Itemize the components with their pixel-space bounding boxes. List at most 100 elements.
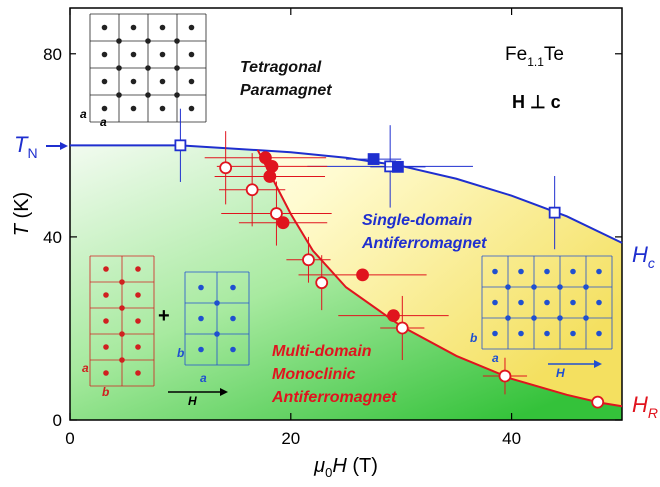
lattice-atom	[145, 65, 151, 71]
x-tick-label: 20	[281, 429, 300, 448]
lattice-atom	[131, 106, 137, 112]
lattice-atom	[557, 315, 563, 321]
phase-label: Monoclinic	[272, 366, 356, 383]
data-point	[550, 208, 560, 218]
lattice-atom	[583, 315, 589, 321]
phase-label: Single-domain	[362, 212, 472, 229]
lattice-atom	[102, 25, 108, 31]
tn-label: TN	[14, 132, 38, 161]
x-label-part: H	[332, 455, 347, 477]
y-tick-label: 0	[53, 411, 62, 430]
data-point	[220, 162, 231, 173]
lattice-atom	[119, 305, 125, 311]
lattice-atom	[160, 106, 166, 112]
inset-label: a	[100, 115, 107, 129]
phase-label: Antiferromagnet	[271, 389, 397, 406]
lattice-atom	[531, 315, 537, 321]
phase-label: Tetragonal	[240, 59, 322, 76]
x-axis-label: μ0H (T)	[313, 455, 378, 480]
x-tick-label: 40	[502, 429, 521, 448]
lattice-atom	[492, 331, 498, 337]
lattice-atom	[102, 79, 108, 85]
lattice-atom	[198, 347, 204, 353]
inset-label: a	[200, 371, 207, 385]
lattice-atom	[198, 316, 204, 322]
data-point	[499, 371, 510, 382]
lattice-atom	[230, 347, 236, 353]
lattice-atom	[119, 357, 125, 363]
lattice-atom	[544, 269, 550, 275]
lattice-atom	[570, 331, 576, 337]
phase-label: Multi-domain	[272, 343, 372, 360]
lattice-atom	[189, 52, 195, 58]
lattice-atom	[557, 284, 563, 290]
lattice-atom	[570, 269, 576, 275]
lattice-atom	[131, 79, 137, 85]
x-label-part: μ	[313, 455, 325, 477]
lattice-atom	[214, 300, 220, 306]
data-point	[393, 162, 403, 172]
lattice-atom	[518, 269, 524, 275]
lattice-atom	[198, 285, 204, 291]
lattice-atom	[189, 106, 195, 112]
y-axis-label: T (K)	[11, 192, 33, 236]
lattice-atom	[102, 52, 108, 58]
lattice-atom	[544, 331, 550, 337]
lattice-atom	[174, 65, 180, 71]
orientation: H ⊥ c	[512, 92, 561, 112]
lattice-atom	[119, 331, 125, 337]
hc-sub: c	[648, 255, 655, 271]
hr-main: H	[632, 392, 648, 417]
tn-arrow-head	[60, 142, 68, 150]
y-tick-label: 40	[43, 228, 62, 247]
data-point	[388, 310, 399, 321]
lattice-atom	[505, 315, 511, 321]
data-point	[369, 154, 379, 164]
formula-sub: 1.1	[527, 55, 544, 69]
lattice-atom	[570, 300, 576, 306]
inset-label: b	[470, 331, 477, 345]
hr-sub: R	[648, 405, 658, 421]
lattice-atom	[103, 292, 109, 298]
lattice-atom	[174, 38, 180, 44]
phase-label: Paramagnet	[240, 82, 332, 99]
inset-label: b	[102, 385, 109, 399]
lattice-atom	[230, 316, 236, 322]
data-point	[397, 322, 408, 333]
lattice-atom	[145, 92, 151, 98]
lattice-atom	[103, 318, 109, 324]
hr-label: HR	[632, 392, 658, 421]
lattice-atom	[119, 279, 125, 285]
data-point	[175, 140, 185, 150]
inset-label: +	[158, 305, 170, 327]
lattice-atom	[544, 300, 550, 306]
lattice-atom	[492, 269, 498, 275]
formula-part: Te	[544, 44, 564, 65]
lattice-atom	[189, 79, 195, 85]
lattice-atom	[116, 38, 122, 44]
phase-label: Antiferromagnet	[361, 235, 487, 252]
lattice-atom	[174, 92, 180, 98]
inset-label: b	[177, 346, 184, 360]
inset-label: a	[492, 351, 499, 365]
y-tick-label: 80	[43, 45, 62, 64]
data-point	[267, 161, 278, 172]
lattice-atom	[596, 331, 602, 337]
lattice-atom	[505, 284, 511, 290]
x-tick-label: 0	[65, 429, 74, 448]
data-point	[316, 277, 327, 288]
lattice-atom	[131, 25, 137, 31]
lattice-atom	[492, 300, 498, 306]
lattice-atom	[214, 331, 220, 337]
formula-part: Fe	[505, 44, 527, 65]
lattice-atom	[102, 106, 108, 112]
lattice-atom	[145, 38, 151, 44]
lattice-atom	[103, 344, 109, 350]
lattice-atom	[160, 52, 166, 58]
x-label-part: (T)	[347, 455, 378, 477]
data-point	[357, 269, 368, 280]
lattice-atom	[531, 284, 537, 290]
lattice-atom	[596, 300, 602, 306]
data-point	[264, 171, 275, 182]
lattice-atom	[135, 344, 141, 350]
